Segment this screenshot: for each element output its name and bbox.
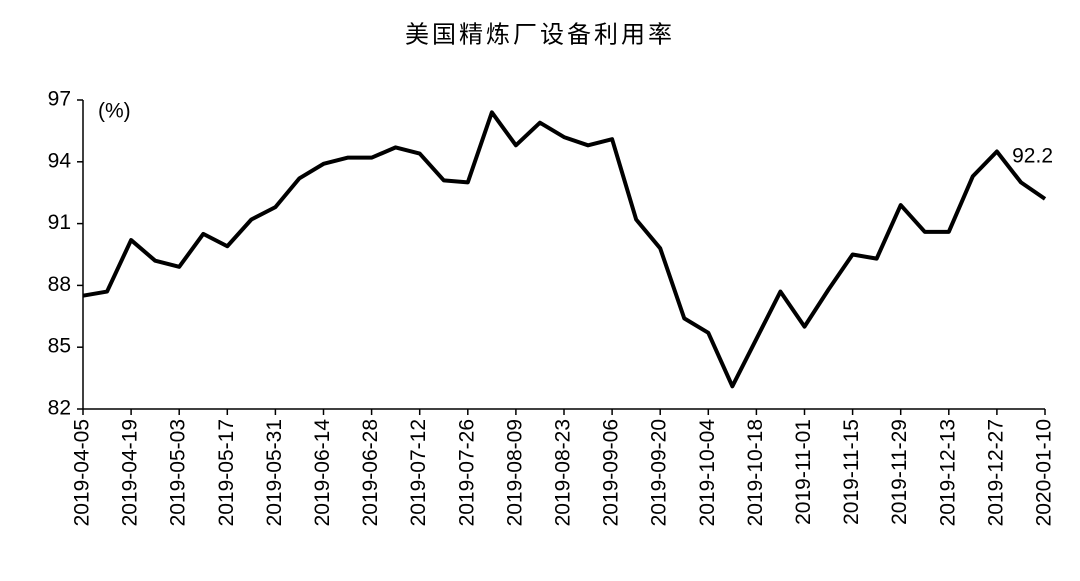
x-tick-label: 2019-05-03	[167, 419, 190, 526]
chart-title: 美国精炼厂设备利用率	[405, 21, 675, 48]
x-tick-label: 2019-09-20	[648, 419, 671, 526]
x-tick-label: 2019-05-17	[215, 419, 238, 526]
line	[82, 110, 1047, 389]
y-tick-label: 97	[48, 88, 71, 111]
x-tick-label: 2019-11-15	[840, 419, 863, 525]
x-tick-label: 2019-11-01	[792, 419, 815, 525]
y-unit: (%)	[98, 100, 131, 123]
x-tick-label: 2019-08-23	[552, 419, 575, 526]
y-tick-label: 94	[48, 149, 72, 172]
x-tick-label: 2020-01-10	[1033, 419, 1056, 526]
x-tick-label: 2019-07-12	[407, 419, 430, 526]
x-tick-label: 2019-04-19	[119, 419, 142, 526]
data-label: 92.2	[1012, 144, 1053, 167]
x-tick-label: 2019-12-13	[936, 419, 959, 526]
x-tick-label: 2019-11-29	[888, 419, 911, 525]
x-tick-label: 2019-10-04	[696, 419, 719, 527]
x-tick-label: 2019-06-14	[311, 419, 334, 527]
x-tick-label: 2019-07-26	[455, 419, 478, 526]
x-tick-label: 2019-09-06	[600, 419, 623, 526]
x-tick-label: 2019-08-09	[503, 419, 526, 526]
x-tick-label: 2019-04-05	[71, 419, 94, 526]
y-tick-label: 85	[48, 335, 71, 358]
x-tick-label: 2019-10-18	[744, 419, 767, 526]
x-tick-label: 2019-06-28	[359, 419, 382, 526]
x-tick-label: 2019-12-27	[984, 419, 1007, 526]
y-tick-label: 88	[48, 273, 71, 296]
x-tick-label: 2019-05-31	[263, 419, 286, 526]
y-tick-label: 82	[48, 397, 71, 420]
y-tick-label: 91	[48, 211, 71, 234]
